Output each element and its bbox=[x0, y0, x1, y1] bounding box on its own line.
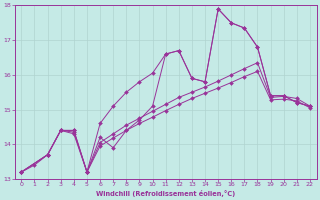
X-axis label: Windchill (Refroidissement éolien,°C): Windchill (Refroidissement éolien,°C) bbox=[96, 190, 235, 197]
